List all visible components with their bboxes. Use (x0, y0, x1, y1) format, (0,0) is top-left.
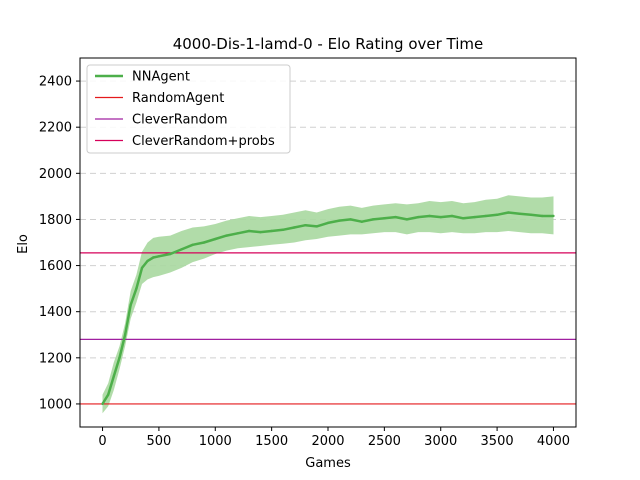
legend-label-cleverrandom: CleverRandom (132, 113, 228, 128)
x-tick-label: 4000 (537, 434, 570, 449)
y-tick-label: 2000 (39, 167, 72, 182)
nnagent-point (507, 211, 510, 214)
nnagent-point (518, 212, 521, 215)
nnagent-point (225, 234, 228, 237)
nnagent-line (101, 211, 554, 405)
x-tick-label: 2000 (311, 434, 344, 449)
nnagent-point (168, 252, 172, 256)
y-tick-label: 1200 (39, 351, 72, 366)
nnagent-point (462, 217, 465, 220)
series-line-layer (80, 211, 576, 406)
nnagent-point (383, 217, 386, 220)
nnagent-point (214, 237, 217, 241)
y-axis-label: Elo (16, 234, 31, 254)
legend-label-cleverrandom-probs: CleverRandom+probs (132, 134, 275, 149)
nnagent-point (304, 224, 307, 227)
nnagent-point (349, 218, 352, 221)
nnagent-point (135, 287, 138, 290)
nnagent-point (152, 256, 155, 259)
y-tick-label: 1600 (39, 259, 72, 274)
nnagent-point (439, 215, 442, 219)
nnagent-point (118, 356, 121, 360)
x-tick-label: 1000 (199, 434, 232, 449)
nnagent-point (315, 225, 318, 228)
x-tick-label: 500 (146, 434, 171, 449)
nnagent-point (416, 215, 420, 219)
nnagent-point (129, 303, 132, 306)
legend: NNAgent RandomAgent CleverRandom CleverRand… (86, 64, 291, 154)
x-tick-label: 3000 (424, 434, 457, 449)
nnagent-point (495, 213, 499, 217)
nnagent-point (202, 241, 206, 244)
nnagent-point (360, 220, 364, 223)
nnagent-point (236, 232, 240, 235)
nnagent-point (180, 248, 183, 251)
nnagent-point (101, 402, 104, 406)
x-tick-label: 0 (98, 434, 106, 449)
nnagent-point (405, 218, 409, 221)
legend-box (86, 64, 291, 154)
nnagent-point (338, 219, 341, 222)
nnagent-point (140, 266, 144, 270)
nnagent-point (473, 215, 476, 219)
nnagent-point (157, 255, 161, 258)
nnagent-point (450, 214, 454, 218)
confidence-band-layer (102, 195, 554, 414)
nnagent-point (112, 375, 116, 378)
nnagent-point (540, 214, 544, 218)
nnagent-point (247, 229, 251, 233)
nnagent-point (281, 228, 285, 232)
nnagent-point (529, 213, 533, 217)
y-tick-label: 1800 (39, 213, 72, 228)
nnagent-point (394, 215, 397, 219)
nnagent-point (191, 243, 194, 247)
y-tick-label: 2400 (39, 75, 72, 90)
y-tick-label: 2200 (39, 121, 72, 136)
nnagent-point (270, 229, 273, 233)
y-tick-label: 1400 (39, 305, 72, 320)
nnagent-point (259, 230, 262, 234)
nnagent-point (371, 218, 375, 221)
x-tick-label: 1500 (255, 434, 288, 449)
nnagent-point (106, 393, 110, 396)
nnagent-point (292, 226, 296, 229)
y-tick-label: 1000 (39, 397, 72, 412)
legend-label-randomagent: RandomAgent (132, 91, 224, 106)
nnagent-point (123, 333, 127, 336)
nnagent-point (428, 214, 431, 218)
legend-label-nnagent: NNAgent (132, 70, 190, 85)
nnagent-point (146, 259, 149, 263)
x-axis-label: Games (305, 456, 351, 471)
nnagent-confidence-band (102, 195, 554, 414)
nnagent-point (326, 221, 330, 225)
axes: 0 500 1000 1500 2000 2500 3000 3500 4000 1000 1200… (39, 57, 577, 449)
x-tick-label: 2500 (368, 434, 401, 449)
chart-title: 4000-Dis-1-lamd-0 - Elo Rating over Time (173, 35, 484, 53)
nnagent-point (484, 214, 488, 218)
nnagent-point (552, 214, 555, 218)
x-tick-label: 3500 (481, 434, 514, 449)
